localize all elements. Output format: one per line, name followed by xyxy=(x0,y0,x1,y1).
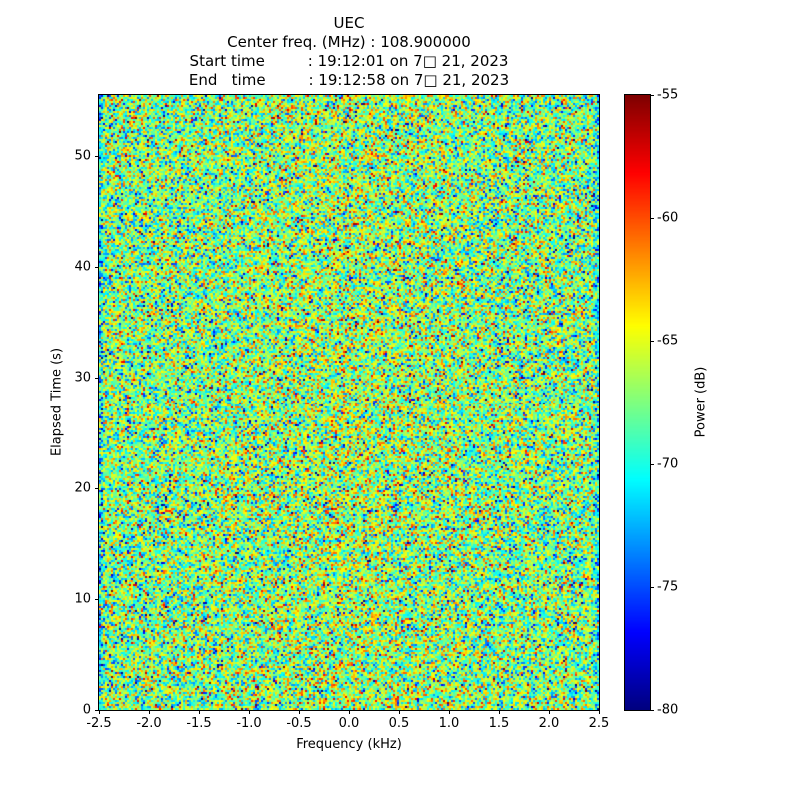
colorbar-label: Power (dB) xyxy=(693,366,709,438)
x-tick-label: 2.0 xyxy=(538,716,560,731)
y-tick-label: 20 xyxy=(74,480,91,496)
colorbar-tick-mark xyxy=(650,464,654,465)
y-tick-mark xyxy=(95,377,99,379)
end-time-line: End time : 19:12:58 on 7□ 21, 2023 xyxy=(188,71,510,89)
x-axis-label: Frequency (kHz) xyxy=(296,737,402,752)
colorbar-tick-label: -55 xyxy=(657,87,679,103)
x-tick-label: -2.5 xyxy=(86,716,112,731)
x-tick-mark xyxy=(549,710,550,714)
y-tick-label: 10 xyxy=(74,591,91,607)
colorbar-tick-mark xyxy=(650,218,654,219)
y-tick-mark xyxy=(95,488,99,490)
x-tick-label: 2.5 xyxy=(588,716,610,731)
x-tick-label: 1.0 xyxy=(438,716,460,731)
y-tick-label: 40 xyxy=(74,259,91,275)
colorbar-tick-label: -75 xyxy=(657,579,679,595)
x-tick-mark xyxy=(199,710,200,714)
x-tick-mark xyxy=(299,710,300,714)
colorbar-tick-mark xyxy=(650,341,654,342)
y-tick-mark xyxy=(95,599,99,601)
colorbar-tick-label: -80 xyxy=(657,702,679,718)
x-tick-mark xyxy=(399,710,400,714)
y-tick-label: 0 xyxy=(82,702,91,718)
colorbar-tick-mark xyxy=(650,587,654,588)
y-tick-label: 30 xyxy=(74,370,91,386)
chart-title: UEC xyxy=(333,14,365,32)
colorbar-tick-mark xyxy=(650,95,654,96)
x-tick-mark xyxy=(149,710,150,714)
y-axis-label: Elapsed Time (s) xyxy=(49,347,65,457)
colorbar-tick-label: -60 xyxy=(657,210,679,226)
x-tick-mark xyxy=(599,710,600,714)
x-tick-label: -2.0 xyxy=(136,716,162,731)
x-tick-label: -0.5 xyxy=(286,716,312,731)
x-tick-mark xyxy=(449,710,450,714)
start-time-line: Start time : 19:12:01 on 7□ 21, 2023 xyxy=(189,52,509,70)
x-tick-label: -1.5 xyxy=(186,716,212,731)
y-tick-mark xyxy=(95,710,99,711)
x-tick-mark xyxy=(99,710,100,714)
x-tick-label: 1.5 xyxy=(488,716,510,731)
x-tick-label: 0.0 xyxy=(338,716,360,731)
colorbar-tick-label: -70 xyxy=(657,456,679,472)
colorbar-tick-mark xyxy=(650,710,654,711)
x-tick-label: 0.5 xyxy=(388,716,410,731)
heatmap-canvas xyxy=(99,95,599,710)
x-tick-mark xyxy=(499,710,500,714)
colorbar-tick-label: -65 xyxy=(657,333,679,349)
x-tick-label: -1.0 xyxy=(236,716,262,731)
y-tick-label: 50 xyxy=(74,148,91,164)
center-freq-line: Center freq. (MHz) : 108.900000 xyxy=(227,33,471,51)
x-tick-mark xyxy=(349,710,350,714)
chart-title-block: UEC Center freq. (MHz) : 108.900000 Star… xyxy=(99,14,599,90)
x-tick-mark xyxy=(249,710,250,714)
y-tick-mark xyxy=(95,266,99,268)
colorbar-gradient xyxy=(625,95,650,710)
y-tick-mark xyxy=(95,155,99,157)
